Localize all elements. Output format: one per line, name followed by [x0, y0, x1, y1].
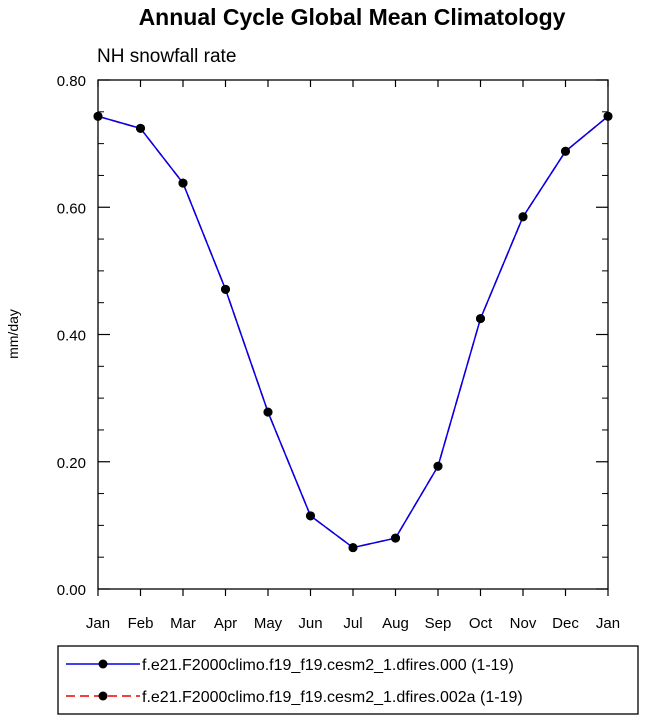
x-tick-label: Jan [86, 615, 110, 632]
x-tick-label: Jan [596, 615, 620, 632]
series-1 [93, 111, 613, 553]
legend-box [57, 645, 639, 715]
x-tick-label: Aug [382, 615, 409, 632]
legend-label-2: f.e21.F2000climo.f19_f19.cesm2_1.dfires.… [142, 689, 523, 706]
series-2 [93, 111, 613, 553]
x-tick-label: Feb [128, 615, 154, 632]
y-axis-label: mm/day [5, 309, 21, 359]
data-point [178, 178, 188, 188]
y-tick-labels: 0.00 0.20 0.40 0.60 0.80 [57, 73, 86, 599]
y-tick-label: 0.00 [57, 582, 86, 599]
data-point [306, 511, 315, 521]
chart-subtitle: NH snowfall rate [97, 46, 236, 67]
x-tick-label: Jun [298, 615, 322, 632]
x-tick-label: May [254, 615, 283, 632]
data-point [433, 461, 443, 471]
data-point [603, 111, 613, 121]
data-point [263, 407, 273, 417]
legend-marker-1 [98, 659, 108, 669]
legend-entry-1: f.e21.F2000climo.f19_f19.cesm2_1.dfires.… [66, 657, 514, 674]
x-tick-labels: Jan Feb Mar Apr May Jun Jul Aug Sep Oct Nov Dec Jan [86, 615, 620, 632]
x-tick-label: Sep [425, 615, 452, 632]
chart-title: Annual Cycle Global Mean Climatology [139, 4, 566, 30]
y-tick-label: 0.20 [57, 455, 86, 472]
data-point [561, 146, 570, 156]
x-tick-label: Dec [552, 615, 579, 632]
data-point [93, 111, 103, 121]
series-line [97, 115, 609, 549]
axis-ticks [97, 79, 609, 596]
y-tick-label: 0.80 [57, 73, 86, 90]
x-tick-label: Nov [510, 615, 537, 632]
data-point [518, 212, 528, 222]
series-line [97, 115, 609, 549]
data-point [476, 314, 485, 324]
data-point [221, 284, 230, 294]
plot-frame [97, 79, 609, 590]
legend-entry-2: f.e21.F2000climo.f19_f19.cesm2_1.dfires.… [66, 689, 523, 706]
x-tick-label: Oct [469, 615, 493, 632]
legend-marker-2 [98, 691, 108, 701]
x-tick-label: Mar [170, 615, 196, 632]
x-tick-label: Apr [214, 615, 237, 632]
data-point [391, 533, 400, 543]
legend-label-1: f.e21.F2000climo.f19_f19.cesm2_1.dfires.… [142, 657, 514, 674]
data-point [136, 123, 145, 133]
x-tick-label: Jul [343, 615, 362, 632]
data-point [348, 543, 358, 553]
y-tick-label: 0.40 [57, 328, 86, 345]
series-layer [93, 111, 613, 553]
y-tick-label: 0.60 [57, 200, 86, 217]
